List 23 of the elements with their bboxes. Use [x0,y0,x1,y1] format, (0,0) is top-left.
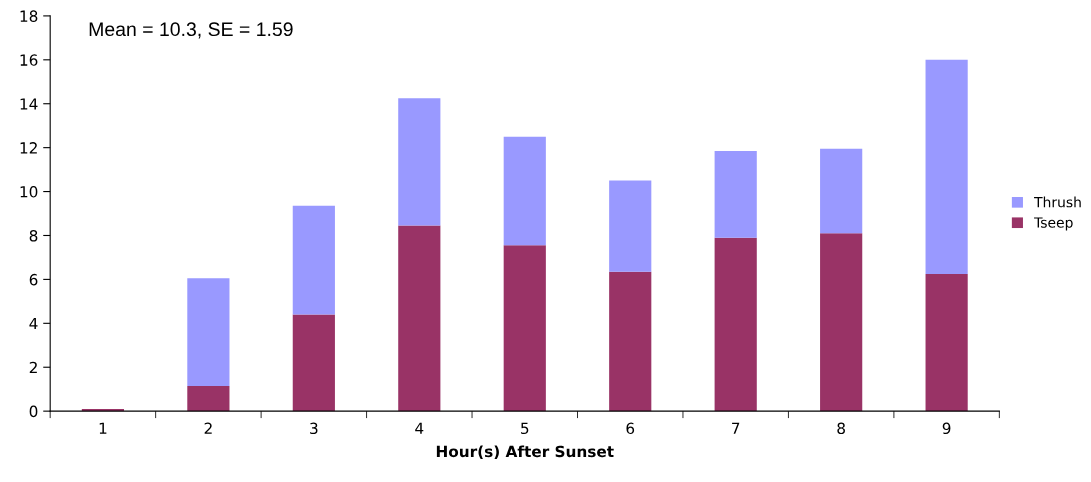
y-tick-label: 6 [29,273,38,286]
y-tick-label: 4 [29,317,38,330]
x-tick-label: 5 [521,422,529,435]
annotation: Mean = 10.3, SE = 1.59 [89,22,293,39]
y-tick-label: 10 [20,186,38,198]
y-tick-label: 2 [29,361,37,374]
x-tick-label: 1 [99,422,107,434]
y-tick-label: 8 [29,229,38,242]
x-tick-label: 7 [732,422,740,434]
y-tick-label: 14 [20,98,38,110]
x-tick-label: 8 [837,422,845,435]
x-tick-label: 4 [415,422,424,434]
y-tick-label: 18 [20,10,38,22]
x-axis-title: Hour(s) After Sunset [436,445,614,459]
y-tick-label: 0 [29,405,38,418]
legend-label: Thrush [1034,196,1081,208]
x-tick-label: 9 [942,422,951,435]
x-tick-label: 6 [626,422,635,435]
x-tick-label: 3 [310,422,318,435]
y-tick-label: 12 [20,142,37,154]
y-tick-label: 16 [20,54,38,66]
x-tick-label: 2 [204,422,212,434]
legend-label: Tseep [1034,217,1073,231]
